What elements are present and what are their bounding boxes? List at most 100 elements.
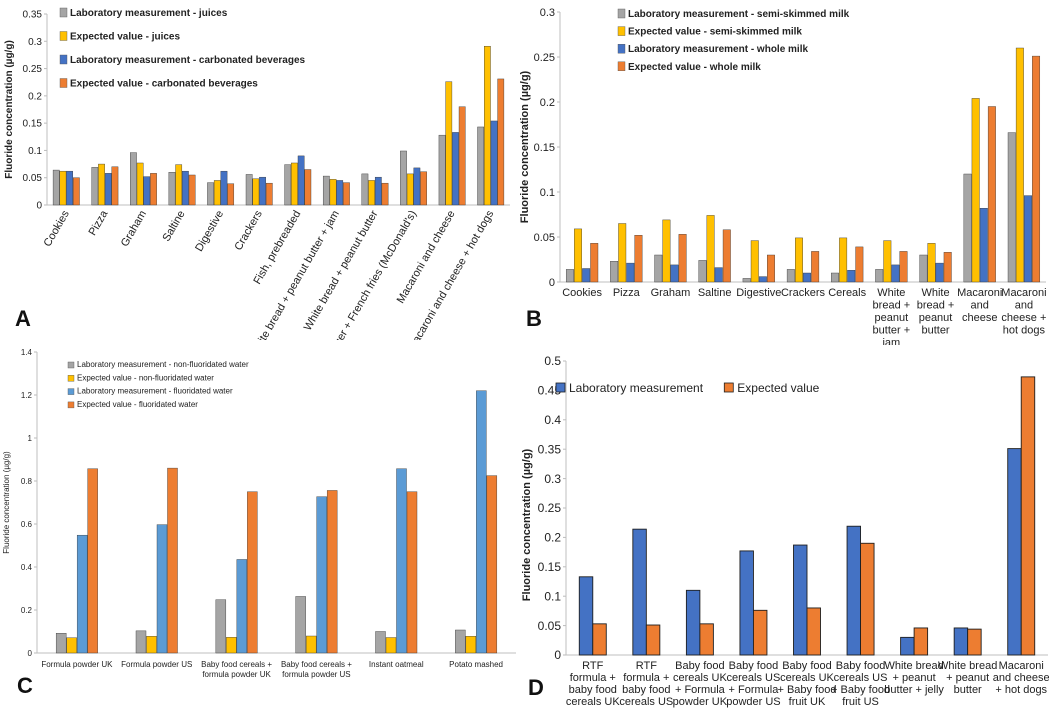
a-bar bbox=[59, 170, 67, 206]
d-y-tick: 0.25 bbox=[538, 501, 562, 515]
d-x-tick-label: Baby food cereals US + Formula powder US bbox=[726, 660, 780, 708]
c-x-tick-label: Instant oatmeal bbox=[369, 660, 424, 669]
a-bar bbox=[130, 152, 137, 206]
d-bar bbox=[846, 525, 862, 656]
panel-d: 0 0.05 0.1 0.15 0.2 0.25 0.3 0.35 0.4 0.45 0.5 Fluo… bbox=[518, 345, 1049, 708]
a-bar bbox=[220, 170, 228, 206]
d-bar bbox=[578, 576, 594, 656]
d-x-tick-label: Baby food cereals US + Baby food fruit US bbox=[831, 660, 890, 708]
b-y-tick: 0.15 bbox=[534, 142, 555, 154]
d-bar bbox=[793, 544, 808, 656]
b-y-tick: 0.2 bbox=[540, 97, 555, 109]
a-y-tick: 0.3 bbox=[28, 37, 42, 48]
a-bar bbox=[484, 45, 491, 206]
a-x-tick-label: Crackers bbox=[232, 208, 265, 253]
c-legend-swatch bbox=[67, 401, 75, 409]
b-bar bbox=[1007, 132, 1016, 283]
c-bar bbox=[236, 559, 248, 654]
d-bar bbox=[645, 624, 661, 656]
b-x-tick-label: Cookies bbox=[562, 287, 602, 299]
d-x-tick-label: Macaroni and cheese + hot dogs bbox=[993, 660, 1049, 696]
c-y-tick: 1.4 bbox=[21, 348, 33, 357]
c-bar bbox=[247, 491, 258, 654]
c-y-tick: 1.2 bbox=[21, 391, 33, 400]
b-bar bbox=[935, 262, 944, 283]
d-bar bbox=[953, 627, 969, 656]
b-legend-swatch bbox=[617, 44, 626, 54]
b-x-tick-label: Digestive bbox=[736, 287, 781, 299]
b-legend-label: Expected value - semi-skimmed milk bbox=[628, 27, 802, 38]
b-bar bbox=[919, 254, 928, 283]
a-bar bbox=[136, 162, 144, 206]
a-bar bbox=[452, 132, 459, 206]
d-bar bbox=[739, 550, 754, 656]
b-bar bbox=[590, 243, 599, 283]
c-bar bbox=[167, 467, 178, 654]
c-x-tick-label: Formula powder UK bbox=[41, 660, 113, 669]
b-y-tick: 0.3 bbox=[540, 7, 555, 19]
b-bar bbox=[847, 270, 856, 283]
a-legend-label: Expected value - juices bbox=[70, 32, 180, 43]
d-bar bbox=[685, 589, 701, 656]
c-legend-label: Expected value - fluoridated water bbox=[77, 400, 198, 409]
a-x-tick-label: Saltine bbox=[160, 209, 187, 244]
d-y-tick: 0.35 bbox=[538, 442, 562, 456]
b-bar bbox=[698, 260, 707, 283]
b-bar bbox=[855, 246, 864, 283]
b-y-tick: 0.1 bbox=[540, 187, 555, 199]
d-y-axis-label: Fluoride concentration (µg/g) bbox=[521, 448, 533, 601]
a-y-tick: 0.05 bbox=[23, 173, 43, 184]
c-bar bbox=[156, 524, 168, 654]
d-x-tick-label: Baby food cereals UK + Baby food fruit UK bbox=[777, 660, 836, 708]
a-bar bbox=[227, 183, 235, 206]
c-bar bbox=[305, 635, 317, 654]
d-x-tick-label: RTF formula + baby food cereals US bbox=[619, 660, 673, 708]
d-legend-swatch bbox=[555, 382, 566, 393]
c-y-tick: 0 bbox=[28, 649, 33, 658]
a-bar bbox=[111, 166, 119, 206]
a-bar bbox=[150, 173, 157, 206]
b-y-tick: 0.05 bbox=[534, 232, 555, 244]
b-y-axis-label: Fluoride concentration (µg/g) bbox=[519, 70, 531, 223]
b-bar bbox=[987, 106, 996, 283]
c-bar bbox=[375, 631, 386, 654]
a-y-axis-label: Fluoride concentration (µg/g) bbox=[4, 40, 15, 179]
b-bar bbox=[883, 240, 892, 283]
a-bar bbox=[374, 176, 382, 206]
c-y-tick: 0.6 bbox=[21, 520, 33, 529]
a-x-tick-label: Digestive bbox=[193, 209, 226, 254]
b-bar bbox=[1015, 47, 1024, 283]
b-bar bbox=[634, 234, 643, 283]
c-y-tick: 0.8 bbox=[21, 477, 33, 486]
d-y-tick: 0.1 bbox=[544, 589, 561, 603]
b-bar bbox=[899, 251, 908, 283]
a-bar bbox=[188, 174, 196, 206]
c-bar bbox=[385, 637, 397, 654]
c-bar bbox=[55, 633, 67, 654]
b-bar bbox=[722, 229, 731, 283]
a-y-tick: 0.25 bbox=[23, 64, 43, 75]
d-bar bbox=[860, 542, 875, 656]
c-bar bbox=[465, 636, 477, 654]
b-y-tick: 0.25 bbox=[534, 52, 555, 64]
c-bar bbox=[295, 596, 306, 654]
a-bar bbox=[438, 134, 446, 206]
d-legend-label: Laboratory measurement bbox=[569, 381, 704, 395]
d-y-tick: 0.5 bbox=[544, 354, 561, 368]
a-bar bbox=[420, 171, 427, 206]
b-bar bbox=[610, 261, 619, 283]
d-bar bbox=[752, 609, 768, 656]
b-bar bbox=[654, 254, 663, 283]
a-bar bbox=[175, 164, 183, 206]
a-y-tick: 0.2 bbox=[28, 91, 42, 102]
a-bar bbox=[361, 173, 369, 206]
b-bar bbox=[582, 268, 591, 283]
d-bar bbox=[900, 636, 915, 656]
b-y-tick: 0 bbox=[549, 277, 555, 289]
a-bar bbox=[104, 173, 112, 206]
d-y-tick: 0 bbox=[554, 648, 561, 662]
panel-b: 0 0.05 0.1 0.15 0.2 0.25 0.3 Fluoride concentra… bbox=[518, 0, 1049, 345]
a-bar bbox=[381, 182, 389, 206]
c-y-tick: 0.4 bbox=[21, 563, 33, 572]
a-legend-swatch bbox=[59, 31, 68, 41]
